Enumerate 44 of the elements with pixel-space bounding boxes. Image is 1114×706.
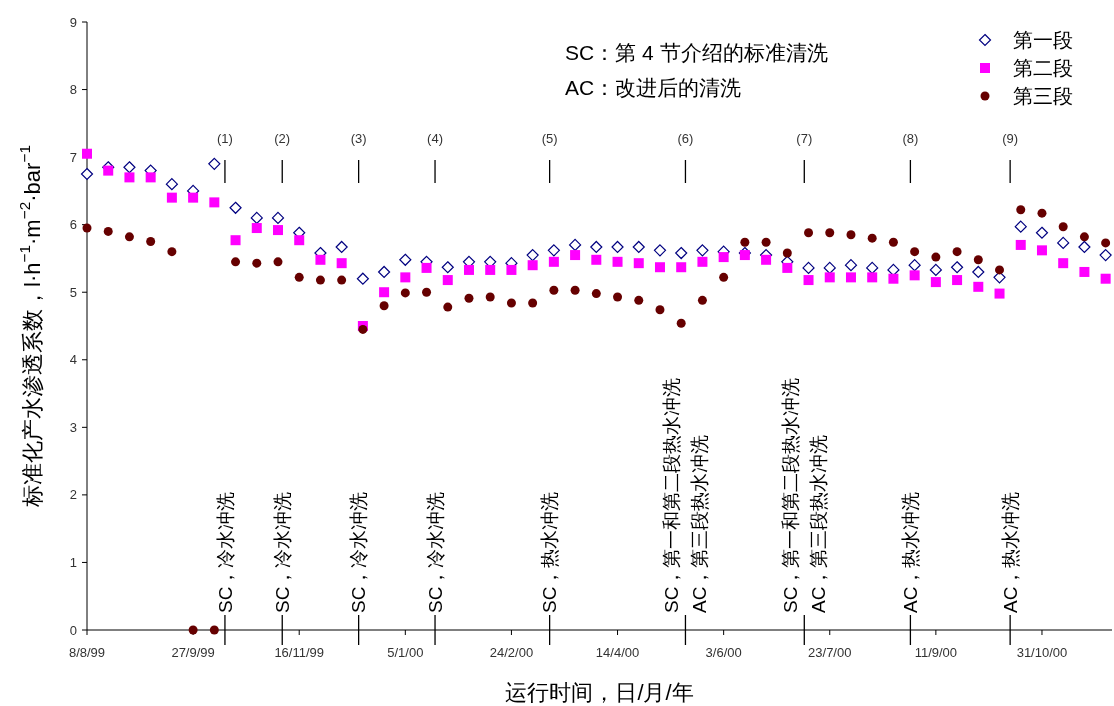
- ref-line-label: (4): [427, 131, 443, 146]
- annotation: AC：改进后的清洗: [565, 76, 742, 99]
- x-tick-label: 14/4/00: [595, 645, 640, 660]
- y-tick-label: 3: [69, 419, 77, 435]
- x-tick-label: 5/1/00: [387, 645, 424, 660]
- annotation: SC，第一和第二段热水冲洗 AC，第三段热水冲洗: [661, 377, 711, 613]
- y-tick-label: 5: [69, 284, 77, 300]
- annotation: AC，热水冲洗: [900, 491, 922, 613]
- x-tick-label: 8/8/99: [68, 645, 106, 660]
- y-tick-label: 4: [69, 352, 77, 368]
- y-tick-label: 8: [69, 82, 77, 98]
- x-tick-label: 23/7/00: [808, 645, 852, 660]
- annotation: SC，冷水冲洗: [271, 491, 293, 613]
- legend-label: 第三段: [1013, 85, 1073, 107]
- ref-line-label: (9): [1002, 131, 1019, 146]
- annotation: SC，冷水冲洗: [214, 491, 236, 613]
- legend-label: 第二段: [1013, 57, 1073, 79]
- ref-line-label: (6): [677, 131, 694, 146]
- legend-label: 第一段: [1013, 29, 1073, 51]
- annotation: SC，热水冲洗: [539, 491, 561, 613]
- y-tick-label: 2: [69, 487, 77, 503]
- x-tick-label: 3/6/00: [705, 645, 742, 660]
- x-tick-label: 11/9/00: [914, 645, 958, 660]
- x-axis-title: 运行时间，日/月/年: [505, 680, 694, 705]
- annotation: SC：第 4 节介绍的标准清洗: [565, 41, 828, 64]
- annotation: SC，冷水冲洗: [424, 491, 446, 613]
- annotation: AC，热水冲洗: [999, 491, 1021, 613]
- ref-line-label: (7): [796, 131, 813, 146]
- ref-line-label: (1): [216, 131, 233, 146]
- x-tick-label: 31/10/00: [1016, 645, 1068, 660]
- annotation: SC，冷水冲洗: [348, 491, 370, 613]
- ref-line-label: (3): [350, 131, 367, 146]
- ref-line-label: (5): [541, 131, 558, 146]
- y-tick-label: 6: [69, 217, 77, 233]
- x-tick-label: 16/11/99: [274, 645, 325, 660]
- ref-line-label: (2): [274, 131, 291, 146]
- x-tick-label: 24/2/00: [489, 645, 534, 660]
- ref-line-label: (8): [902, 131, 919, 146]
- x-tick-label: 27/9/99: [171, 645, 215, 660]
- y-tick-label: 7: [69, 149, 77, 165]
- y-tick-label: 0: [69, 622, 77, 638]
- y-tick-label: 9: [69, 14, 77, 30]
- annotation: SC，第一和第二段热水冲洗 AC，第三段热水冲洗: [779, 377, 829, 613]
- y-tick-label: 1: [69, 554, 77, 570]
